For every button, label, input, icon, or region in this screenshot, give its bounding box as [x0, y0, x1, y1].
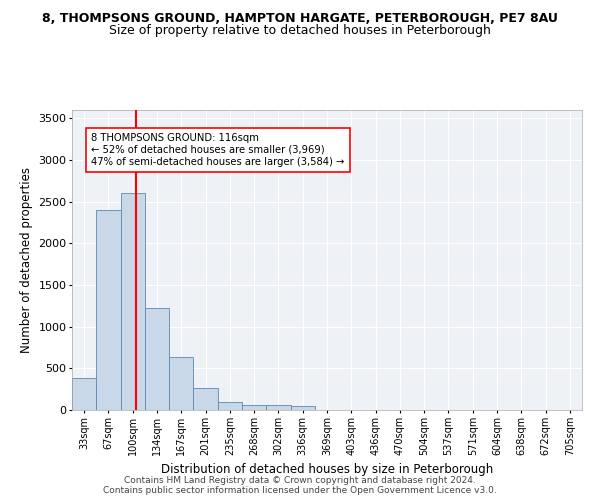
Bar	[169, 356, 193, 410]
Text: Size of property relative to detached houses in Peterborough: Size of property relative to detached ho…	[109, 24, 491, 37]
Bar	[193, 388, 218, 410]
Bar	[121, 194, 145, 410]
Bar	[96, 210, 121, 410]
Text: Contains HM Land Registry data © Crown copyright and database right 2024.
Contai: Contains HM Land Registry data © Crown c…	[103, 476, 497, 495]
Bar	[72, 378, 96, 410]
Bar	[266, 406, 290, 410]
X-axis label: Distribution of detached houses by size in Peterborough: Distribution of detached houses by size …	[161, 464, 493, 476]
Bar	[218, 402, 242, 410]
Bar	[242, 404, 266, 410]
Y-axis label: Number of detached properties: Number of detached properties	[20, 167, 33, 353]
Bar	[290, 406, 315, 410]
Text: 8, THOMPSONS GROUND, HAMPTON HARGATE, PETERBOROUGH, PE7 8AU: 8, THOMPSONS GROUND, HAMPTON HARGATE, PE…	[42, 12, 558, 26]
Text: 8 THOMPSONS GROUND: 116sqm
← 52% of detached houses are smaller (3,969)
47% of s: 8 THOMPSONS GROUND: 116sqm ← 52% of deta…	[91, 134, 345, 166]
Bar	[145, 308, 169, 410]
